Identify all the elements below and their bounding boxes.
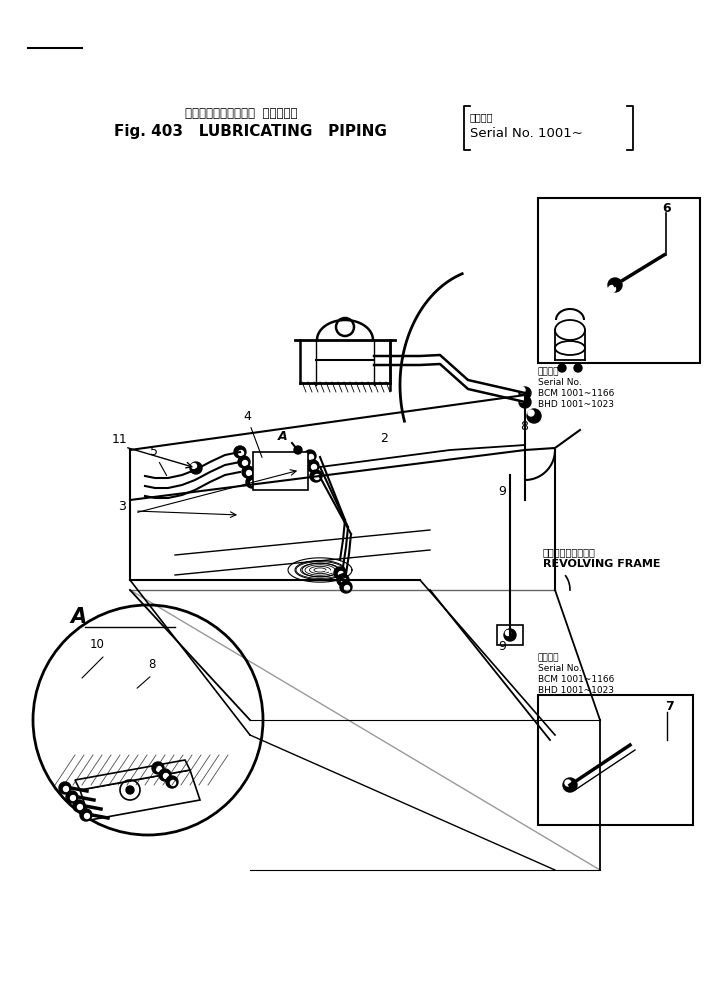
Circle shape (608, 278, 622, 292)
Text: 7: 7 (665, 700, 674, 713)
Circle shape (163, 774, 168, 779)
Bar (253, 452, 308, 490)
Circle shape (304, 450, 316, 462)
Circle shape (78, 805, 83, 810)
Circle shape (344, 586, 349, 591)
Circle shape (234, 446, 246, 458)
Circle shape (519, 396, 525, 402)
Circle shape (170, 781, 175, 786)
Circle shape (339, 572, 344, 577)
Polygon shape (80, 770, 200, 820)
Bar (497, 625, 523, 645)
Circle shape (565, 780, 571, 786)
Text: ルーブリケーティング  パイピング: ルーブリケーティング パイピング (185, 107, 298, 120)
Text: Serial No.: Serial No. (538, 378, 582, 387)
Circle shape (85, 814, 90, 819)
Text: Serial No. 1001~: Serial No. 1001~ (470, 127, 583, 140)
Circle shape (315, 475, 320, 480)
Text: BHD 1001~1023: BHD 1001~1023 (538, 400, 614, 409)
Text: Serial No.: Serial No. (538, 664, 582, 673)
Text: 適用号機: 適用号機 (538, 653, 559, 662)
Ellipse shape (555, 320, 585, 340)
Bar (538, 198, 700, 363)
Circle shape (527, 409, 541, 423)
Circle shape (250, 481, 255, 486)
Circle shape (192, 464, 197, 469)
Circle shape (294, 446, 302, 454)
Circle shape (66, 791, 78, 803)
Circle shape (242, 466, 254, 478)
Circle shape (310, 470, 322, 482)
Circle shape (247, 471, 252, 476)
Circle shape (308, 455, 313, 460)
Circle shape (159, 769, 171, 781)
Ellipse shape (555, 341, 585, 355)
Circle shape (73, 800, 85, 812)
Text: 9: 9 (498, 485, 506, 498)
Circle shape (519, 396, 531, 408)
Circle shape (574, 364, 582, 372)
Bar (538, 695, 693, 825)
Circle shape (126, 786, 134, 794)
Text: A: A (70, 607, 86, 627)
Circle shape (64, 787, 69, 792)
Circle shape (519, 387, 531, 399)
Circle shape (246, 476, 258, 488)
Text: 適用号機: 適用号機 (538, 367, 559, 376)
Text: 3: 3 (118, 500, 126, 513)
Circle shape (528, 410, 534, 416)
Circle shape (71, 796, 76, 801)
Circle shape (506, 630, 510, 635)
Text: Fig. 403   LUBRICATING   PIPING: Fig. 403 LUBRICATING PIPING (114, 124, 387, 139)
Circle shape (307, 460, 319, 472)
Circle shape (312, 465, 317, 470)
Text: トルビングフレーム: トルビングフレーム (543, 547, 596, 557)
Circle shape (166, 776, 178, 788)
Text: A: A (278, 430, 288, 443)
Circle shape (558, 364, 566, 372)
Circle shape (238, 456, 250, 468)
Circle shape (243, 461, 247, 466)
Text: 5: 5 (150, 445, 158, 458)
Circle shape (337, 574, 349, 586)
Text: REVOLVING FRAME: REVOLVING FRAME (543, 559, 660, 569)
Circle shape (519, 387, 525, 393)
Text: BCM 1001~1166: BCM 1001~1166 (538, 675, 614, 684)
Circle shape (563, 778, 577, 792)
Circle shape (334, 567, 346, 579)
Circle shape (80, 809, 92, 821)
Text: 4: 4 (243, 410, 251, 423)
Circle shape (340, 581, 352, 593)
Text: 適用号機: 適用号機 (470, 112, 493, 122)
Circle shape (59, 782, 71, 794)
Circle shape (152, 762, 164, 774)
Circle shape (238, 451, 243, 456)
Text: 6: 6 (662, 202, 671, 215)
Text: 10: 10 (90, 638, 105, 651)
Circle shape (190, 462, 202, 474)
Text: BCM 1001~1166: BCM 1001~1166 (538, 389, 614, 398)
Text: 2: 2 (380, 432, 388, 445)
Polygon shape (75, 760, 190, 790)
Circle shape (505, 630, 515, 640)
Circle shape (504, 629, 516, 641)
Circle shape (609, 285, 616, 292)
Text: BHD 1001~1023: BHD 1001~1023 (538, 686, 614, 695)
Text: 9: 9 (498, 640, 506, 653)
Circle shape (156, 766, 161, 772)
Text: 8: 8 (520, 420, 528, 433)
Circle shape (341, 579, 346, 584)
Text: 8: 8 (148, 658, 156, 671)
Text: 11: 11 (112, 433, 128, 446)
